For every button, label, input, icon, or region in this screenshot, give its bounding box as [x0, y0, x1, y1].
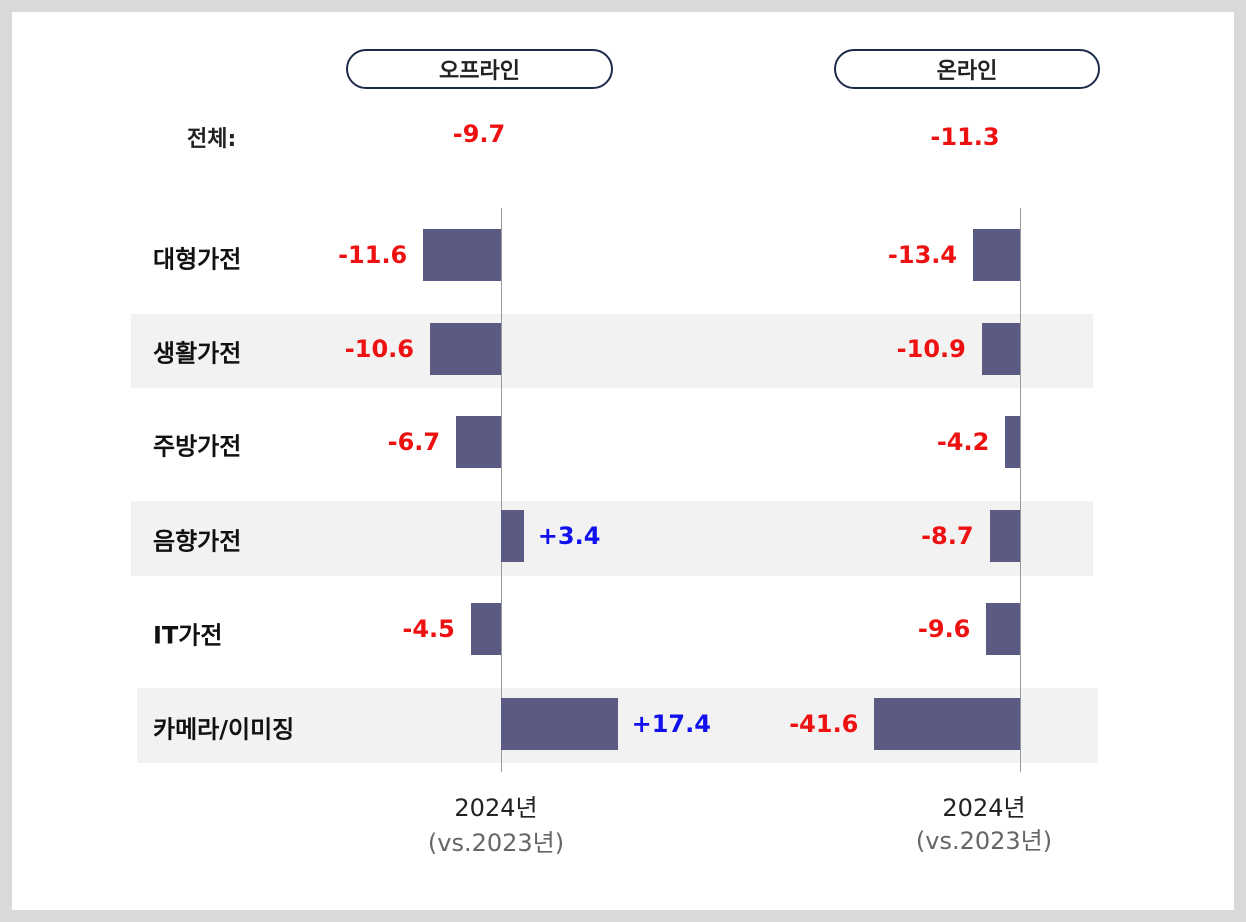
online-value-label: -8.7: [921, 522, 974, 550]
offline-value-label: -10.6: [344, 335, 414, 363]
offline-bar: [470, 603, 501, 655]
online-panel-title: 온라인: [834, 49, 1100, 89]
category-label: 대형가전: [153, 245, 242, 274]
offline-bar: [501, 510, 524, 562]
online-bar: [981, 323, 1020, 375]
offline-bar: [501, 698, 618, 750]
offline-total-value: -9.7: [452, 120, 506, 148]
offline-value-label: -4.5: [402, 615, 455, 643]
offline-bar: [429, 323, 501, 375]
row-band: [131, 314, 1093, 388]
category-label: 음향가전: [153, 527, 242, 556]
category-label: 주방가전: [153, 432, 242, 461]
online-value-label: -41.6: [789, 710, 859, 738]
offline-value-label: +3.4: [537, 522, 601, 550]
offline-zero-axis: [501, 208, 502, 772]
category-label: 생활가전: [153, 339, 242, 368]
category-label: IT가전: [153, 621, 223, 650]
offline-value-label: +17.4: [631, 710, 711, 738]
online-bar: [973, 229, 1020, 281]
online-value-label: -4.2: [936, 428, 990, 456]
offline-x-sublabel: (vs.2023년): [427, 829, 565, 857]
online-bar: [989, 510, 1020, 562]
online-zero-axis: [1020, 208, 1021, 772]
online-value-label: -10.9: [896, 335, 966, 363]
offline-value-label: -11.6: [338, 241, 408, 269]
online-value-label: -13.4: [887, 241, 958, 269]
total-label: 전체:: [187, 127, 237, 152]
offline-value-label: -6.7: [387, 428, 441, 456]
category-label: 카메라/이미징: [153, 715, 295, 744]
online-value-label: -9.6: [917, 615, 971, 643]
offline-bar: [423, 229, 501, 281]
row-band: [131, 501, 1093, 576]
online-x-label: 2024년: [942, 794, 1026, 822]
offline-panel-title: 오프라인: [346, 49, 613, 89]
offline-x-label: 2024년: [454, 794, 538, 822]
online-total-value: -11.3: [930, 123, 1000, 151]
offline-bar: [456, 416, 501, 468]
online-x-sublabel: (vs.2023년): [915, 827, 1053, 855]
online-bar: [874, 698, 1020, 750]
online-bar: [1005, 416, 1020, 468]
online-bar: [986, 603, 1020, 655]
